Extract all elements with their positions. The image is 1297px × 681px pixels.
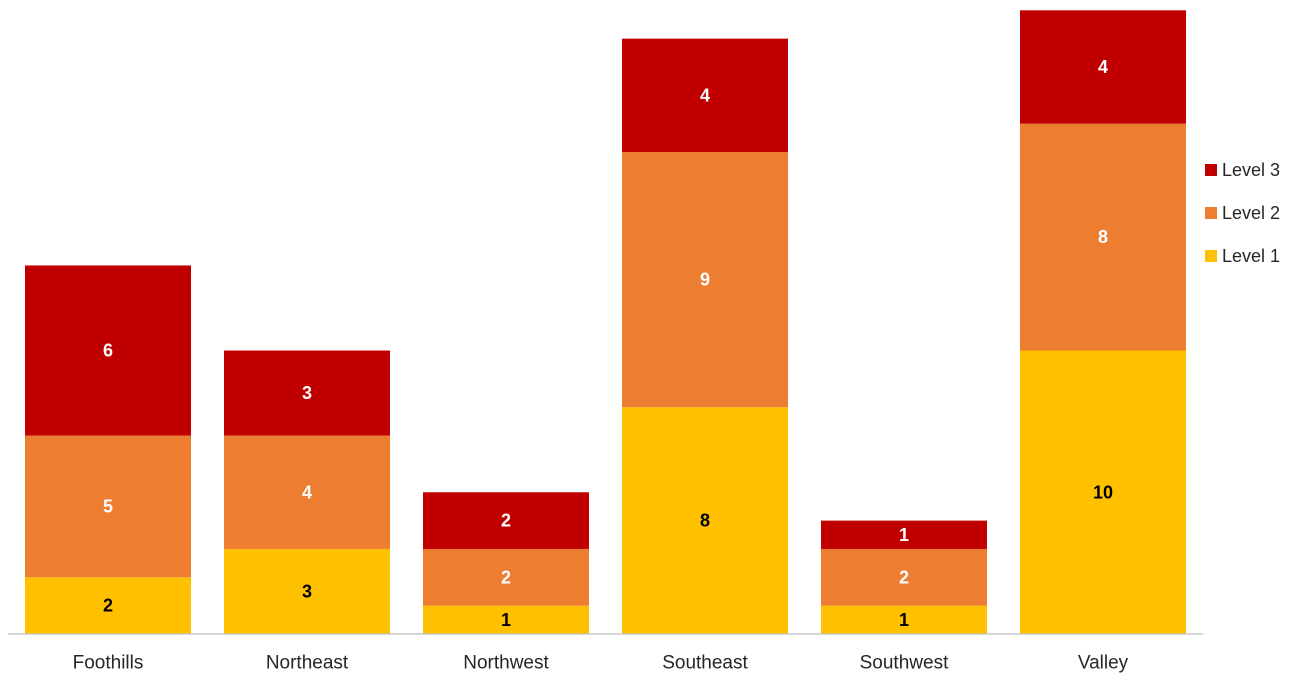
data-label-southwest-level-3: 1 — [899, 525, 909, 545]
bar-northwest-level-3 — [423, 492, 589, 549]
data-label-valley-level-2: 8 — [1098, 227, 1108, 247]
bar-northeast-level-3 — [224, 350, 390, 436]
data-labels-layer: 2 5 6 3 4 3 1 2 2 8 9 4 1 2 1 10 8 4 — [103, 57, 1113, 630]
data-label-southeast-level-2: 9 — [700, 270, 710, 290]
bar-foothills-level-2 — [25, 435, 191, 578]
bar-southeast-level-1 — [622, 407, 788, 634]
x-tick-label-northeast: Northeast — [266, 653, 349, 674]
bar-northeast-level-1 — [224, 548, 390, 634]
legend: Level 3 Level 2 Level 1 — [1205, 160, 1280, 266]
data-label-valley-level-3: 4 — [1098, 57, 1108, 77]
x-tick-label-southwest: Southwest — [860, 653, 949, 674]
data-label-foothills-level-1: 2 — [103, 596, 113, 616]
data-label-northeast-level-1: 3 — [302, 581, 312, 601]
bar-southwest-level-1 — [821, 605, 987, 634]
legend-label-level-2: Level 2 — [1222, 203, 1280, 223]
bar-southwest-level-2 — [821, 548, 987, 606]
bar-valley-level-1 — [1020, 350, 1186, 634]
x-tick-label-valley: Valley — [1078, 653, 1129, 674]
data-label-foothills-level-2: 5 — [103, 496, 113, 516]
data-label-southwest-level-1: 1 — [899, 610, 909, 630]
data-label-northwest-level-1: 1 — [501, 610, 511, 630]
data-label-foothills-level-3: 6 — [103, 341, 113, 361]
data-label-southeast-level-1: 8 — [700, 511, 710, 531]
legend-label-level-3: Level 3 — [1222, 160, 1280, 180]
x-tick-label-southeast: Southeast — [662, 653, 748, 674]
bar-southeast-level-2 — [622, 152, 788, 408]
bar-foothills-level-1 — [25, 577, 191, 634]
bar-northwest-level-2 — [423, 548, 589, 606]
data-label-northwest-level-2: 2 — [501, 567, 511, 587]
bar-valley-level-3 — [1020, 10, 1186, 124]
data-label-northeast-level-3: 3 — [302, 383, 312, 403]
bar-northwest-level-1 — [423, 605, 589, 634]
data-label-southwest-level-2: 2 — [899, 567, 909, 587]
data-label-northwest-level-3: 2 — [501, 511, 511, 531]
legend-swatch-level-2 — [1205, 207, 1217, 219]
legend-label-level-1: Level 1 — [1222, 246, 1280, 266]
data-label-valley-level-1: 10 — [1093, 482, 1113, 502]
bar-southwest-level-3 — [821, 520, 987, 549]
x-tick-label-foothills: Foothills — [73, 653, 144, 674]
legend-swatch-level-1 — [1205, 250, 1217, 262]
data-label-southeast-level-3: 4 — [700, 85, 710, 105]
legend-swatch-level-3 — [1205, 164, 1217, 176]
x-tick-label-northwest: Northwest — [463, 653, 549, 674]
bar-valley-level-2 — [1020, 123, 1186, 351]
bar-northeast-level-2 — [224, 435, 390, 549]
bar-southeast-level-3 — [622, 38, 788, 153]
bars-layer — [25, 10, 1186, 634]
bar-foothills-level-3 — [25, 265, 191, 436]
data-label-northeast-level-2: 4 — [302, 482, 312, 502]
x-axis-tick-labels: Foothills Northeast Northwest Southeast Sout… — [73, 653, 1129, 674]
